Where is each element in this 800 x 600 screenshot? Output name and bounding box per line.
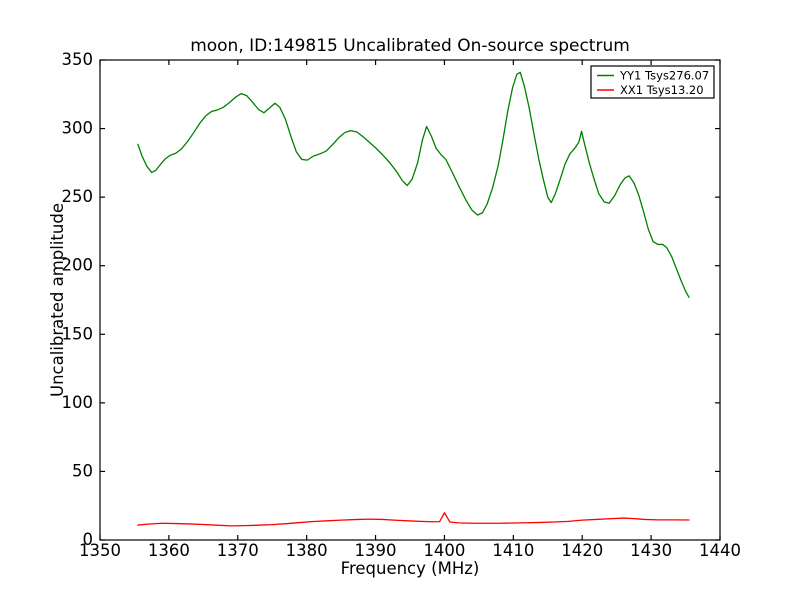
y-tick-label: 250	[62, 187, 94, 206]
legend-item-yy1: YY1 Tsys276.07	[597, 69, 709, 83]
y-tick-label: 350	[62, 50, 94, 69]
x-tick-label: 1360	[148, 541, 190, 560]
y-tick-label: 100	[62, 393, 94, 412]
y-tick-label: 150	[62, 324, 94, 343]
series-line-yy1	[137, 71, 690, 298]
x-tick-label: 1400	[423, 541, 465, 560]
x-tick-label: 1430	[630, 541, 672, 560]
legend-label-yy1: YY1 Tsys276.07	[619, 69, 709, 83]
x-axis-ticks: 1350 1360 1370 1380 1390 1400 1410 1420 1430 1440	[79, 60, 741, 560]
series-line-xx1	[137, 512, 690, 527]
y-tick-label: 200	[62, 256, 94, 275]
x-axis-label: Frequency (MHz)	[341, 559, 480, 578]
x-tick-label: 1350	[79, 541, 121, 560]
legend-label-xx1: XX1 Tsys13.20	[620, 83, 704, 97]
y-axis-ticks: 0 50 100 150 200 250 300 350	[62, 50, 720, 549]
legend-item-xx1: XX1 Tsys13.20	[597, 83, 704, 97]
legend: YY1 Tsys276.07 XX1 Tsys13.20	[590, 65, 715, 99]
y-tick-label: 0	[83, 530, 94, 549]
x-tick-label: 1380	[286, 541, 328, 560]
series-lines	[137, 71, 690, 527]
x-tick-label: 1370	[217, 541, 259, 560]
x-tick-label: 1440	[699, 541, 741, 560]
y-tick-label: 300	[62, 119, 94, 138]
x-tick-label: 1390	[355, 541, 397, 560]
plot-area	[99, 59, 721, 541]
legend-box	[590, 65, 715, 99]
x-tick-label: 1410	[492, 541, 534, 560]
y-tick-label: 50	[72, 461, 93, 480]
chart-title: moon, ID:149815 Uncalibrated On-source s…	[190, 36, 630, 56]
y-axis-label: Uncalibrated amplitude	[48, 203, 67, 397]
x-tick-label: 1420	[561, 541, 603, 560]
